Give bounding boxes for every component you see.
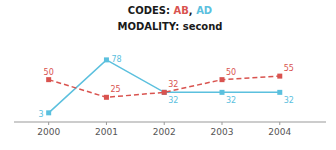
x-tick — [106, 122, 107, 125]
data-label: 50 — [226, 68, 236, 77]
point — [277, 74, 282, 79]
x-axis — [14, 122, 326, 123]
point — [46, 77, 51, 82]
data-labels: 3 78 32 32 32 50 25 32 50 55 — [39, 55, 294, 119]
point — [220, 90, 225, 95]
data-label: 78 — [111, 55, 121, 64]
point — [162, 90, 167, 95]
subtitle: MODALITY: second — [117, 21, 222, 32]
x-tick-label: 2003 — [211, 127, 234, 137]
x-tick-label: 2001 — [95, 127, 118, 137]
x-tick — [48, 122, 49, 125]
x-tick-label: 2000 — [37, 127, 60, 137]
x-tick-label: 2004 — [268, 127, 291, 137]
data-label: 32 — [284, 96, 294, 105]
point — [104, 57, 109, 62]
series-line — [49, 76, 280, 97]
data-label: 32 — [168, 80, 178, 89]
plot-area — [46, 57, 282, 115]
data-label: 25 — [110, 85, 120, 94]
x-tick-label: 2002 — [153, 127, 176, 137]
title-series-name: AB — [173, 5, 188, 16]
data-label: 3 — [39, 110, 44, 119]
data-label: 55 — [284, 64, 294, 73]
x-tick — [279, 122, 280, 125]
point — [104, 95, 109, 100]
point — [277, 90, 282, 95]
x-tick — [222, 122, 223, 125]
title: CODES: AB, AD — [128, 5, 212, 16]
point — [220, 77, 225, 82]
data-label: 32 — [226, 96, 236, 105]
title-part: CODES: — [128, 5, 174, 16]
data-label: 32 — [168, 96, 178, 105]
title-series-name: AD — [196, 5, 212, 16]
chart: CODES: AB, AD MODALITY: second 2000 2001 200… — [0, 0, 336, 150]
series-line — [49, 60, 280, 113]
data-label: 50 — [44, 68, 54, 77]
point — [46, 110, 51, 115]
x-tick — [164, 122, 165, 125]
point — [162, 90, 167, 95]
title-part: , — [189, 5, 196, 16]
